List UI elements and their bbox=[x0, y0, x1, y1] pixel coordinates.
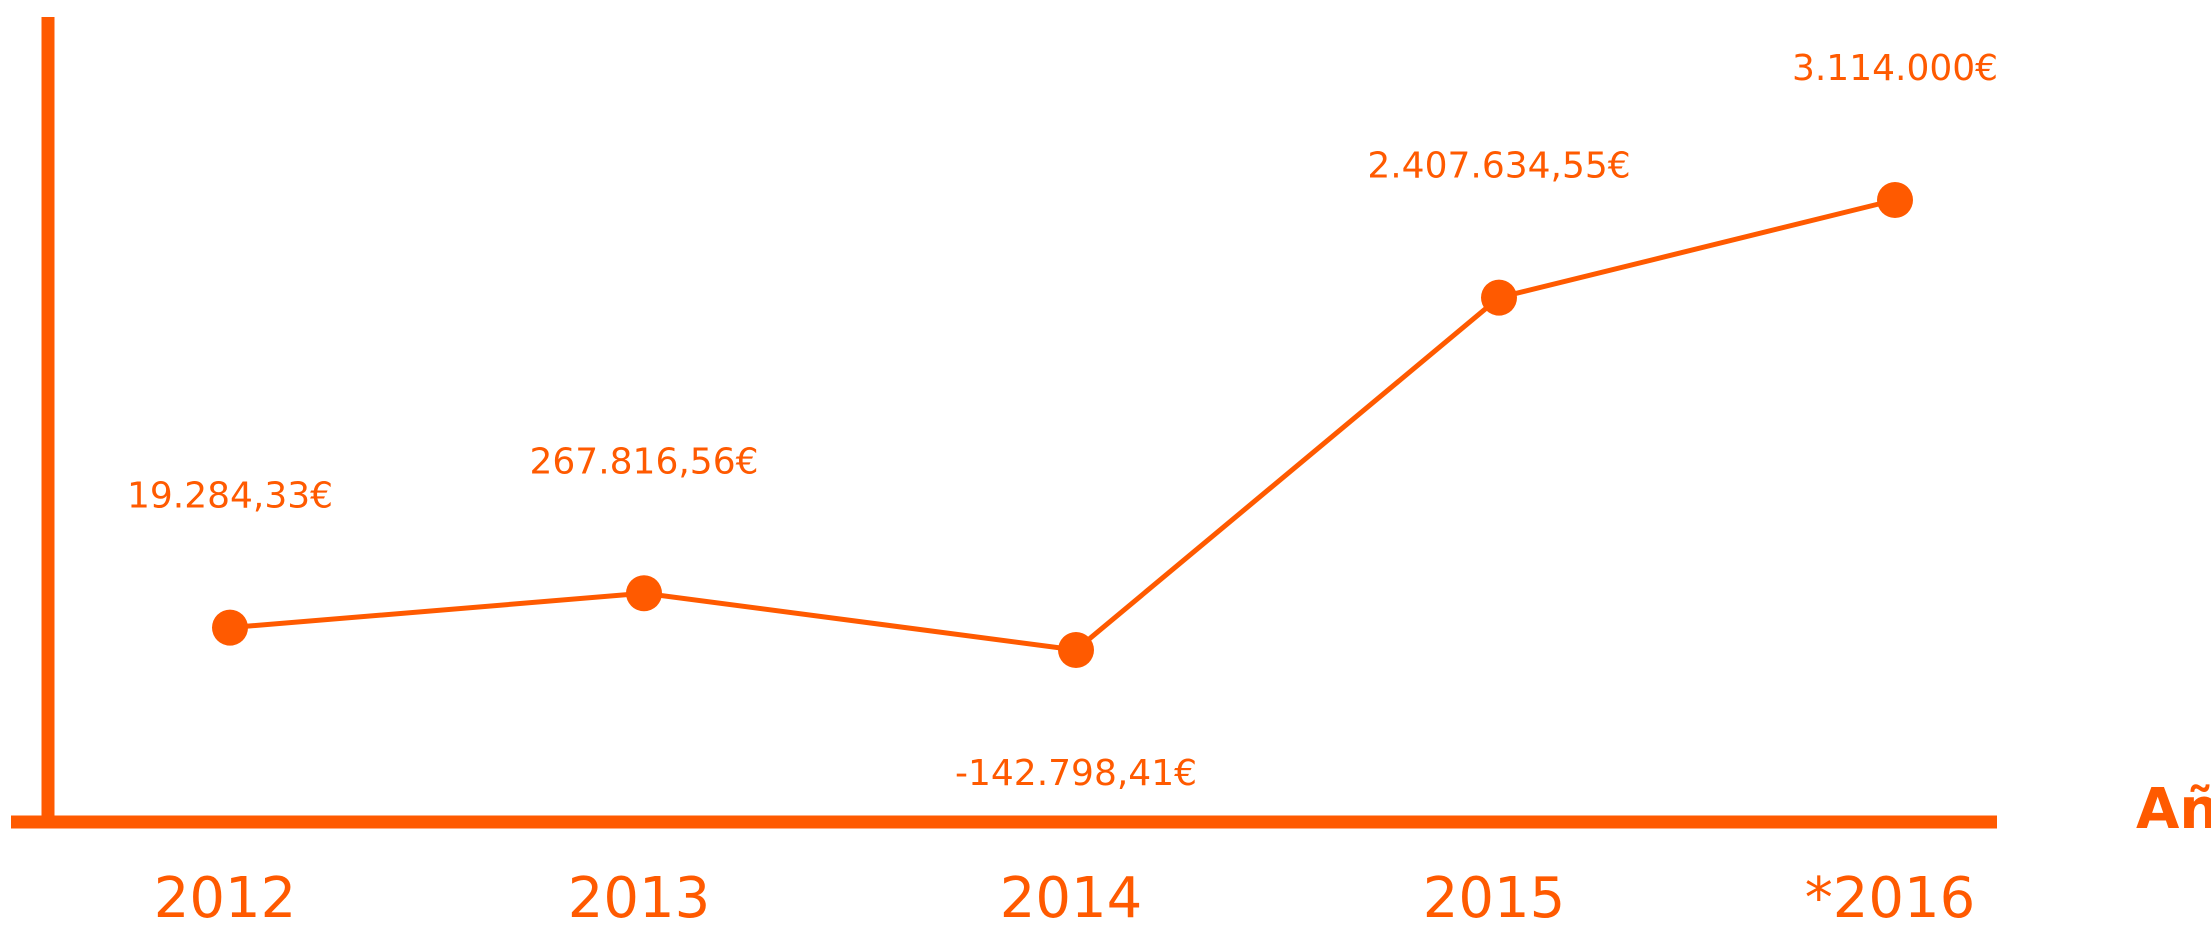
value-label: 2.407.634,55€ bbox=[1367, 146, 1630, 187]
line bbox=[229, 197, 1896, 653]
x-tick-label: 2013 bbox=[568, 866, 711, 931]
x-tick-label: 2012 bbox=[154, 866, 297, 931]
x-axis-label: Año bbox=[2136, 777, 2211, 842]
point bbox=[212, 609, 248, 646]
point bbox=[1058, 632, 1094, 668]
value-label: 3.114.000€ bbox=[1792, 48, 1998, 89]
point bbox=[1877, 182, 1913, 218]
x-tick-label: 2014 bbox=[1000, 866, 1143, 931]
x-tick-label: *2016 bbox=[1805, 866, 1976, 931]
value-label: -142.798,41€ bbox=[955, 753, 1197, 794]
point bbox=[626, 575, 662, 612]
value-label: 19.284,33€ bbox=[127, 476, 333, 517]
point bbox=[1481, 279, 1517, 316]
x-tick-label: 2015 bbox=[1423, 866, 1566, 931]
value-label: 267.816,56€ bbox=[529, 441, 758, 482]
